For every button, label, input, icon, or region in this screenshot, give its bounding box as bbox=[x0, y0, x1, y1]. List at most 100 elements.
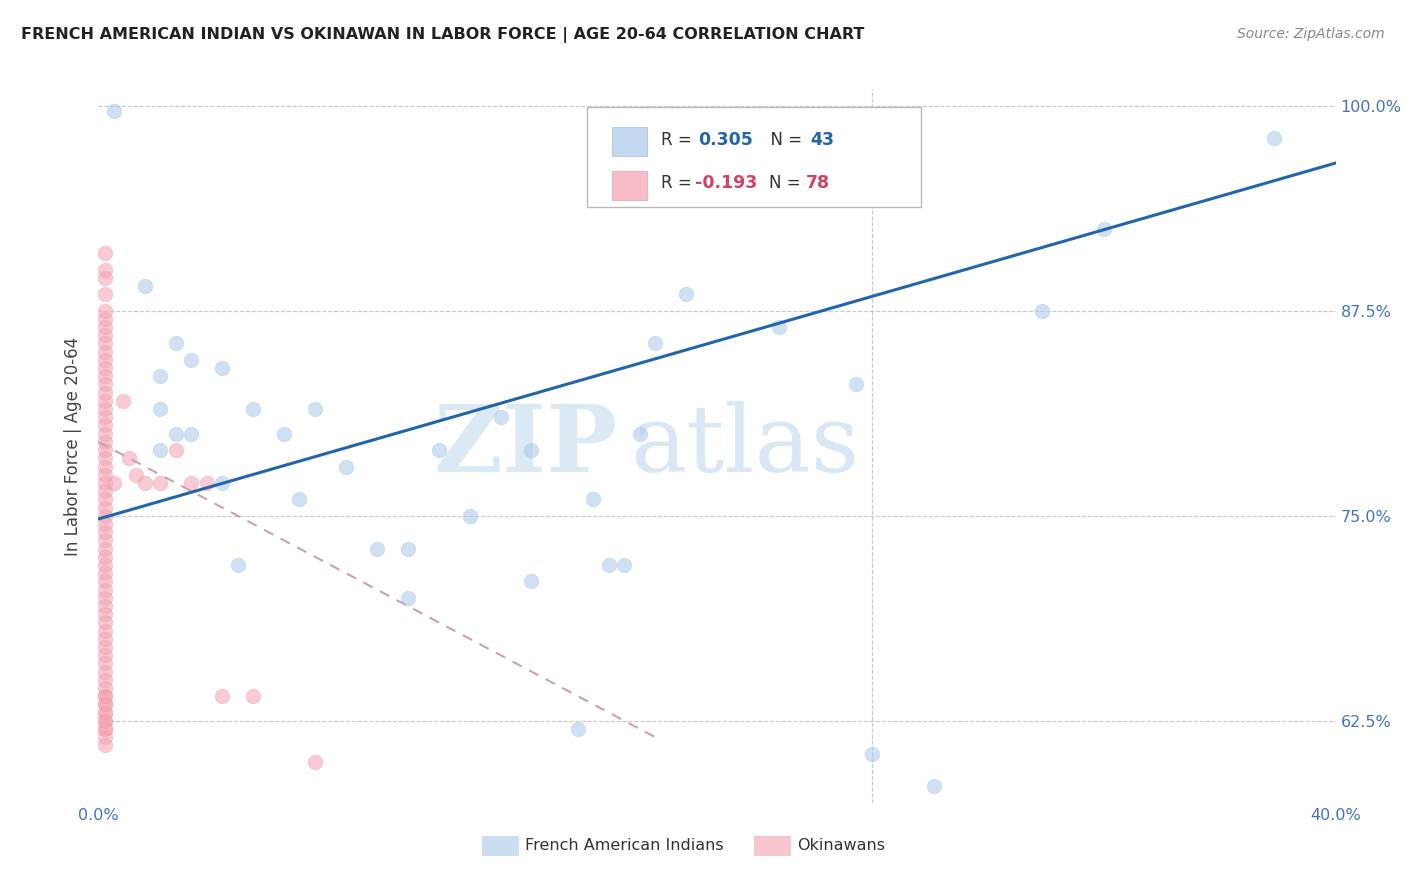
Point bbox=[112, 393, 135, 408]
Point bbox=[1263, 131, 1285, 145]
Text: ZIP: ZIP bbox=[434, 401, 619, 491]
Point bbox=[93, 525, 115, 540]
Point bbox=[335, 459, 357, 474]
Point bbox=[93, 681, 115, 695]
Text: atlas: atlas bbox=[630, 401, 859, 491]
Point bbox=[93, 311, 115, 326]
Point bbox=[93, 328, 115, 343]
Point bbox=[165, 336, 187, 351]
Point bbox=[93, 492, 115, 507]
Point bbox=[93, 303, 115, 318]
Text: 78: 78 bbox=[806, 174, 831, 192]
Point bbox=[427, 443, 450, 458]
Y-axis label: In Labor Force | Age 20-64: In Labor Force | Age 20-64 bbox=[65, 336, 83, 556]
Bar bbox=[754, 837, 792, 856]
Point bbox=[1031, 303, 1053, 318]
Point bbox=[93, 706, 115, 720]
Point bbox=[149, 443, 172, 458]
Point bbox=[124, 467, 146, 482]
Point bbox=[93, 344, 115, 359]
Point bbox=[242, 689, 264, 703]
Point bbox=[93, 722, 115, 736]
Point bbox=[93, 574, 115, 589]
Point bbox=[93, 475, 115, 490]
Point bbox=[93, 320, 115, 334]
Point bbox=[149, 402, 172, 417]
Point bbox=[304, 755, 326, 769]
Point bbox=[598, 558, 620, 572]
Point bbox=[93, 739, 115, 753]
Point bbox=[93, 336, 115, 351]
Bar bbox=[482, 837, 519, 856]
Point bbox=[567, 722, 589, 736]
Text: Source: ZipAtlas.com: Source: ZipAtlas.com bbox=[1237, 27, 1385, 41]
Point bbox=[93, 361, 115, 376]
Point bbox=[93, 287, 115, 301]
Point bbox=[93, 270, 115, 285]
Point bbox=[396, 541, 419, 556]
Text: R =: R = bbox=[661, 130, 697, 148]
Point bbox=[211, 361, 233, 376]
Text: N =: N = bbox=[769, 174, 806, 192]
Point bbox=[93, 369, 115, 384]
Point bbox=[93, 657, 115, 671]
Text: N =: N = bbox=[761, 130, 807, 148]
Text: 0.305: 0.305 bbox=[699, 130, 754, 148]
Point bbox=[520, 443, 543, 458]
Point bbox=[93, 549, 115, 564]
Point bbox=[93, 640, 115, 654]
Point bbox=[93, 410, 115, 425]
Point bbox=[242, 402, 264, 417]
Point bbox=[211, 475, 233, 490]
Point bbox=[103, 475, 125, 490]
Point bbox=[489, 410, 512, 425]
Point bbox=[180, 352, 202, 367]
Point bbox=[93, 541, 115, 556]
Point bbox=[93, 484, 115, 499]
Point bbox=[134, 475, 156, 490]
Point bbox=[93, 714, 115, 728]
Point bbox=[93, 615, 115, 630]
Point bbox=[93, 624, 115, 638]
Point bbox=[768, 320, 790, 334]
Text: 43: 43 bbox=[810, 130, 834, 148]
Point bbox=[628, 426, 651, 441]
Point bbox=[93, 706, 115, 720]
FancyBboxPatch shape bbox=[588, 107, 921, 207]
Point bbox=[93, 566, 115, 581]
Text: French American Indians: French American Indians bbox=[526, 838, 724, 853]
Point bbox=[93, 582, 115, 597]
Point bbox=[149, 369, 172, 384]
Point bbox=[93, 689, 115, 703]
Point bbox=[520, 574, 543, 589]
Point bbox=[366, 541, 388, 556]
Point bbox=[93, 426, 115, 441]
Point bbox=[93, 722, 115, 736]
Point bbox=[195, 475, 218, 490]
Point bbox=[149, 475, 172, 490]
Point bbox=[93, 533, 115, 548]
Point bbox=[118, 451, 141, 466]
Point bbox=[93, 591, 115, 605]
Point bbox=[93, 558, 115, 572]
Point bbox=[860, 747, 883, 761]
Point bbox=[396, 591, 419, 605]
Point bbox=[1092, 221, 1115, 235]
Point bbox=[180, 426, 202, 441]
Point bbox=[93, 508, 115, 523]
Text: Okinawans: Okinawans bbox=[797, 838, 886, 853]
Point bbox=[93, 443, 115, 458]
Point bbox=[93, 673, 115, 687]
Point bbox=[458, 508, 481, 523]
Point bbox=[845, 377, 868, 392]
Point bbox=[93, 698, 115, 712]
Point bbox=[273, 426, 295, 441]
Text: -0.193: -0.193 bbox=[695, 174, 756, 192]
Text: FRENCH AMERICAN INDIAN VS OKINAWAN IN LABOR FORCE | AGE 20-64 CORRELATION CHART: FRENCH AMERICAN INDIAN VS OKINAWAN IN LA… bbox=[21, 27, 865, 43]
Point bbox=[93, 402, 115, 417]
Point bbox=[226, 558, 249, 572]
Point bbox=[93, 459, 115, 474]
Point bbox=[304, 402, 326, 417]
Point bbox=[180, 475, 202, 490]
Point bbox=[165, 443, 187, 458]
